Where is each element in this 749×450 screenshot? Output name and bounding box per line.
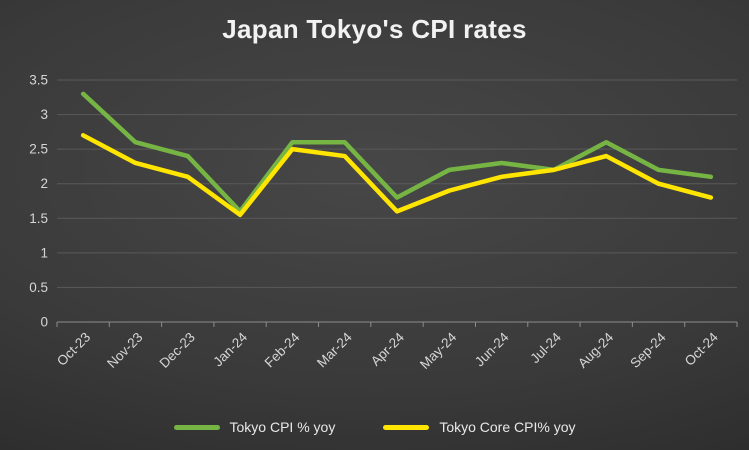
y-axis-tick-label: 2.5	[29, 142, 48, 157]
x-axis-tick-label: Feb-24	[262, 329, 303, 370]
plot-area: 0 0.5 1 1.5 2 2.5 3 3.5 Oct-23 Nov-23 Dec-23 Jan-24…	[29, 73, 738, 372]
x-axis-tick-label: Jul-24	[527, 329, 564, 366]
x-axis-tick-label: Mar-24	[314, 329, 355, 370]
x-axis-tick-label: Nov-23	[104, 330, 145, 371]
x-axis-tick-label: May-24	[417, 329, 460, 372]
y-axis-tick-label: 0	[40, 315, 48, 330]
x-axis-tick-label: Oct-23	[54, 330, 93, 369]
x-axis-tick-label: Dec-23	[157, 330, 198, 371]
y-axis-tick-label: 0.5	[29, 280, 48, 295]
x-axis-tick-label: Apr-24	[368, 329, 408, 369]
x-axis-tick-label: Jan-24	[210, 329, 250, 369]
y-axis-tick-label: 3	[40, 107, 48, 122]
legend-swatch-tokyo-cpi	[173, 424, 220, 430]
legend-swatch-tokyo-core-cpi	[383, 424, 430, 430]
series-line	[80, 91, 714, 214]
legend-label-tokyo-cpi: Tokyo CPI % yoy	[229, 419, 336, 435]
x-axis-tick-label: Jun-24	[472, 329, 512, 369]
legend-label-tokyo-core-cpi: Tokyo Core CPI% yoy	[439, 419, 576, 435]
x-axis-tick-label: Aug-24	[575, 329, 617, 371]
chart-title: Japan Tokyo's CPI rates	[222, 14, 527, 44]
y-axis-tick-label: 1	[40, 245, 48, 260]
series-line	[80, 133, 714, 218]
x-axis-tick-label: Sep-24	[627, 329, 669, 371]
y-axis-tick-label: 1.5	[29, 211, 48, 226]
legend-item-tokyo-cpi: Tokyo CPI % yoy	[173, 419, 336, 435]
legend: Tokyo CPI % yoy Tokyo Core CPI% yoy	[0, 419, 749, 435]
y-axis-tick-label: 2	[40, 176, 48, 191]
legend-item-tokyo-core-cpi: Tokyo Core CPI% yoy	[383, 419, 576, 435]
x-axis-tick-label: Oct-24	[682, 329, 722, 369]
y-axis-tick-label: 3.5	[29, 73, 48, 88]
